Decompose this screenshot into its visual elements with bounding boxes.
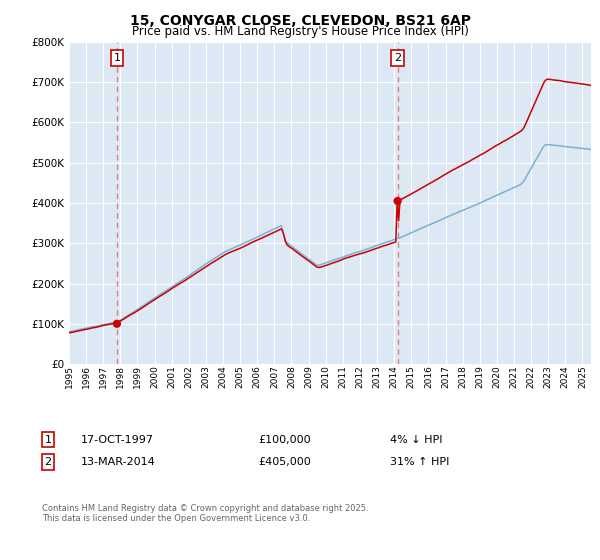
Text: 13-MAR-2014: 13-MAR-2014	[81, 457, 156, 467]
Text: 1: 1	[113, 53, 121, 63]
Text: 4% ↓ HPI: 4% ↓ HPI	[390, 435, 443, 445]
Text: £100,000: £100,000	[258, 435, 311, 445]
Text: Contains HM Land Registry data © Crown copyright and database right 2025.
This d: Contains HM Land Registry data © Crown c…	[42, 504, 368, 524]
Text: Price paid vs. HM Land Registry's House Price Index (HPI): Price paid vs. HM Land Registry's House …	[131, 25, 469, 38]
Text: 2: 2	[44, 457, 52, 467]
Point	[393, 197, 403, 206]
Text: £405,000: £405,000	[258, 457, 311, 467]
Text: 15, CONYGAR CLOSE, CLEVEDON, BS21 6AP: 15, CONYGAR CLOSE, CLEVEDON, BS21 6AP	[130, 14, 470, 28]
Text: 31% ↑ HPI: 31% ↑ HPI	[390, 457, 449, 467]
Text: 2: 2	[394, 53, 401, 63]
Text: 1: 1	[44, 435, 52, 445]
Legend: 15, CONYGAR CLOSE, CLEVEDON, BS21 6AP (detached house), HPI: Average price, deta: 15, CONYGAR CLOSE, CLEVEDON, BS21 6AP (d…	[120, 380, 492, 418]
Point	[112, 319, 122, 328]
Text: 17-OCT-1997: 17-OCT-1997	[81, 435, 154, 445]
